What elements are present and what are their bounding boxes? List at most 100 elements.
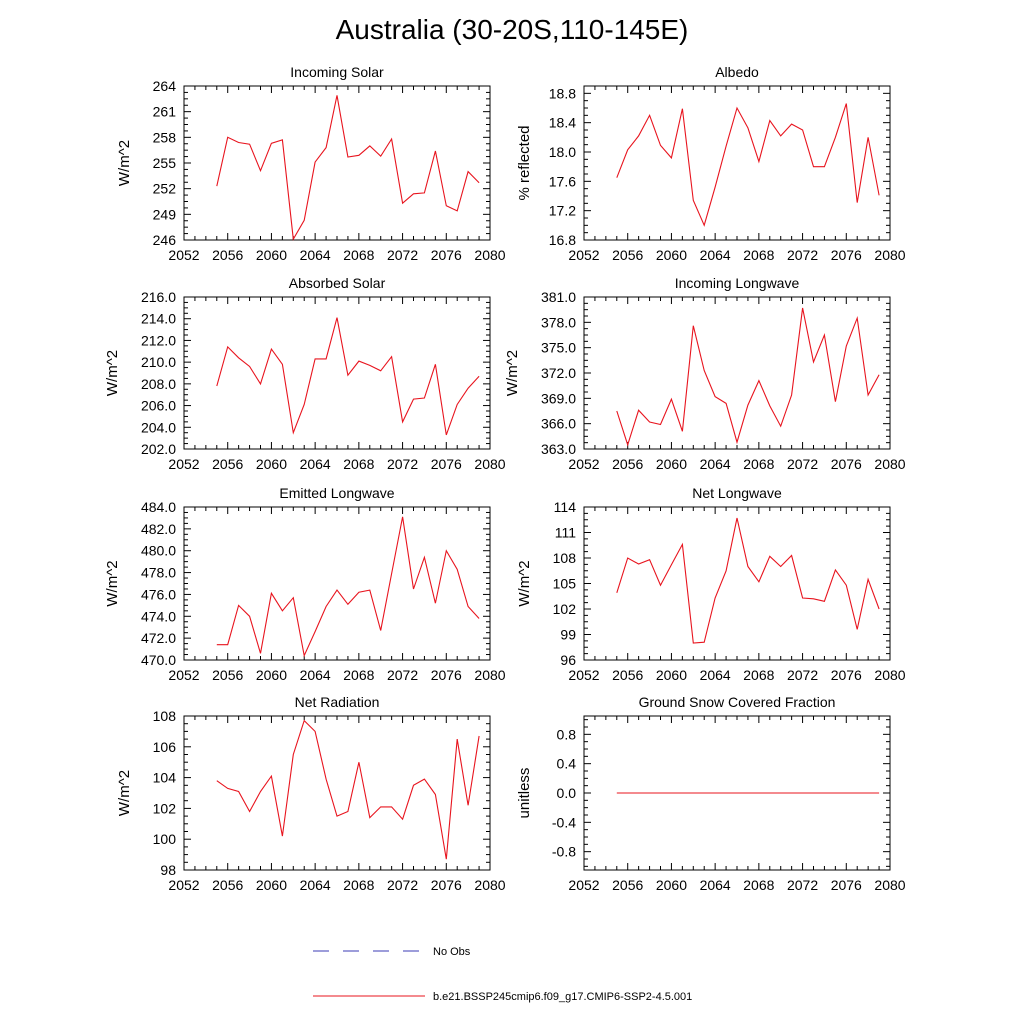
x-tick-label: 2064 bbox=[300, 247, 331, 263]
y-tick-label: 0.8 bbox=[557, 726, 577, 742]
x-tick-label: 2056 bbox=[612, 247, 643, 263]
x-tick-label: 2072 bbox=[787, 667, 818, 683]
series-line bbox=[616, 307, 880, 447]
x-tick-label: 2080 bbox=[474, 877, 505, 893]
x-tick-label: 2052 bbox=[168, 877, 199, 893]
y-tick-label: 476.0 bbox=[141, 586, 176, 602]
y-axis-label: W/m^2 bbox=[504, 350, 521, 396]
panel-title: Emitted Longwave bbox=[279, 485, 394, 501]
x-tick-label: 2064 bbox=[700, 456, 731, 472]
y-tick-label: 16.8 bbox=[549, 232, 576, 248]
x-tick-label: 2056 bbox=[212, 456, 243, 472]
y-tick-label: 105 bbox=[553, 576, 577, 592]
x-tick-label: 2052 bbox=[568, 456, 599, 472]
y-axis-label: W/m^2 bbox=[516, 560, 533, 606]
x-tick-label: 2076 bbox=[831, 877, 862, 893]
y-tick-label: 472.0 bbox=[141, 630, 176, 646]
y-tick-label: 378.0 bbox=[541, 314, 576, 330]
y-tick-label: 96 bbox=[560, 652, 576, 668]
x-tick-label: 2056 bbox=[212, 877, 243, 893]
x-tick-label: 2072 bbox=[387, 877, 418, 893]
x-tick-label: 2076 bbox=[831, 247, 862, 263]
y-tick-label: 478.0 bbox=[141, 565, 176, 581]
x-tick-label: 2060 bbox=[256, 247, 287, 263]
x-tick-label: 2072 bbox=[387, 667, 418, 683]
panel-title: Albedo bbox=[715, 64, 759, 80]
x-tick-label: 2056 bbox=[612, 667, 643, 683]
series-line bbox=[216, 317, 480, 436]
panel-title: Net Longwave bbox=[692, 485, 782, 501]
y-tick-label: 381.0 bbox=[541, 289, 576, 305]
y-tick-label: 206.0 bbox=[141, 398, 176, 414]
x-tick-label: 2072 bbox=[387, 247, 418, 263]
x-tick-label: 2076 bbox=[431, 247, 462, 263]
panel-3: Absorbed Solar 2052 2056 2060 2064 2068 2072 20… bbox=[104, 275, 506, 472]
x-tick-label: 2064 bbox=[300, 456, 331, 472]
y-tick-label: 17.2 bbox=[549, 203, 576, 219]
y-tick-label: 17.6 bbox=[549, 173, 576, 189]
panel-title: Incoming Longwave bbox=[675, 275, 800, 291]
plot-frame bbox=[583, 506, 891, 661]
y-tick-label: 216.0 bbox=[141, 289, 176, 305]
plot-frame bbox=[183, 85, 491, 241]
panel-title: Absorbed Solar bbox=[289, 275, 386, 291]
x-tick-label: 2052 bbox=[168, 456, 199, 472]
x-tick-label: 2056 bbox=[212, 667, 243, 683]
y-tick-label: 252 bbox=[153, 181, 177, 197]
y-tick-label: 258 bbox=[153, 129, 177, 145]
series-line bbox=[216, 516, 480, 658]
y-axis-label: W/m^2 bbox=[104, 560, 121, 606]
x-tick-label: 2052 bbox=[568, 877, 599, 893]
panel-title: Net Radiation bbox=[295, 694, 380, 710]
x-tick-label: 2060 bbox=[256, 877, 287, 893]
y-axis-label: W/m^2 bbox=[116, 770, 133, 816]
y-tick-label: 98 bbox=[160, 862, 176, 878]
y-tick-label: 261 bbox=[153, 104, 177, 120]
x-tick-label: 2068 bbox=[743, 667, 774, 683]
y-axis-label: W/m^2 bbox=[104, 350, 121, 396]
y-tick-label: 249 bbox=[153, 206, 177, 222]
y-tick-label: 255 bbox=[153, 155, 177, 171]
x-tick-label: 2080 bbox=[874, 247, 905, 263]
x-tick-label: 2076 bbox=[831, 456, 862, 472]
panel-4: Incoming Longwave 2052 2056 2060 2064 2068 207… bbox=[504, 275, 906, 472]
x-tick-label: 2052 bbox=[568, 667, 599, 683]
panel-6: Net Longwave 2052 2056 2060 2064 2068 2072 2076… bbox=[516, 485, 906, 683]
y-tick-label: 474.0 bbox=[141, 608, 176, 624]
y-tick-label: 264 bbox=[153, 78, 177, 94]
y-tick-label: 212.0 bbox=[141, 332, 176, 348]
y-tick-label: 375.0 bbox=[541, 340, 576, 356]
x-tick-label: 2052 bbox=[168, 247, 199, 263]
y-tick-label: 208.0 bbox=[141, 376, 176, 392]
y-tick-label: -0.8 bbox=[552, 844, 576, 860]
panel-7: Net Radiation 2052 2056 2060 2064 2068 2072 207… bbox=[116, 694, 506, 893]
y-tick-label: 104 bbox=[153, 770, 177, 786]
y-tick-label: 214.0 bbox=[141, 311, 176, 327]
series-line bbox=[216, 719, 480, 860]
x-tick-label: 2080 bbox=[874, 877, 905, 893]
main-title: Australia (30-20S,110-145E) bbox=[335, 14, 689, 45]
panel-1: Incoming Solar 2052 2056 2060 2064 2068 2072 20… bbox=[116, 64, 506, 263]
y-tick-label: 99 bbox=[560, 627, 576, 643]
y-axis-label: unitless bbox=[516, 768, 533, 819]
panel-2: Albedo 2052 2056 2060 2064 2068 2072 2076 2080 16… bbox=[516, 64, 906, 263]
panel-title: Ground Snow Covered Fraction bbox=[639, 694, 836, 710]
x-tick-label: 2064 bbox=[300, 877, 331, 893]
y-tick-label: 18.8 bbox=[549, 85, 576, 101]
y-tick-label: 100 bbox=[153, 831, 177, 847]
y-tick-label: 114 bbox=[554, 499, 577, 515]
y-tick-label: 484.0 bbox=[141, 499, 176, 515]
y-tick-label: 18.0 bbox=[549, 144, 576, 160]
y-axis-label: % reflected bbox=[516, 125, 533, 200]
x-tick-label: 2076 bbox=[431, 456, 462, 472]
y-tick-label: 111 bbox=[555, 525, 576, 541]
x-tick-label: 2072 bbox=[387, 456, 418, 472]
x-tick-label: 2068 bbox=[743, 456, 774, 472]
plot-frame bbox=[583, 296, 891, 450]
x-tick-label: 2052 bbox=[168, 667, 199, 683]
x-tick-label: 2068 bbox=[343, 456, 374, 472]
x-tick-label: 2060 bbox=[656, 456, 687, 472]
x-tick-label: 2052 bbox=[568, 247, 599, 263]
y-tick-label: 482.0 bbox=[141, 521, 176, 537]
x-tick-label: 2080 bbox=[874, 456, 905, 472]
